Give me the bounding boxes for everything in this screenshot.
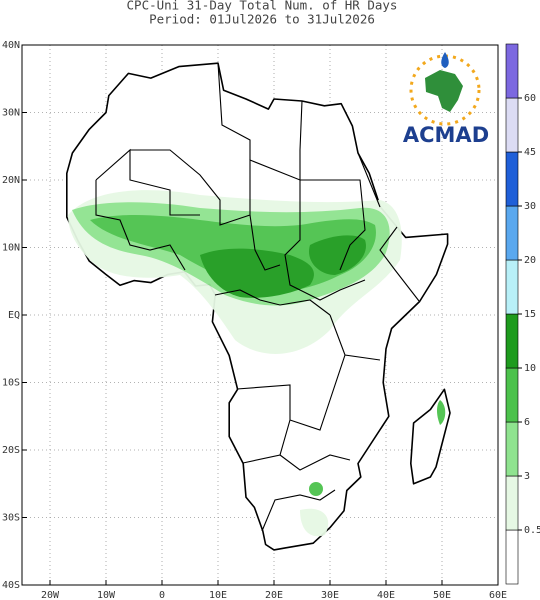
country-borders [95, 62, 420, 532]
x-tick-label: 20W [41, 590, 60, 600]
colorbar-label: 15 [524, 309, 536, 320]
colorbar-label: 20 [524, 255, 536, 266]
colorbar-label: 10 [524, 363, 536, 374]
map-title: CPC-Uni 31-Day Total Num. of HR Days [127, 0, 398, 13]
x-tick-label: 40E [377, 590, 395, 600]
x-tick-label: 50E [433, 590, 451, 600]
colorbar-segment [505, 313, 519, 369]
y-tick-label: 30N [2, 108, 20, 119]
colorbar-label: 0.5 [524, 525, 540, 536]
madagascar [410, 388, 451, 485]
colorbar-label: 3 [524, 471, 530, 482]
y-tick-label: 20N [2, 175, 20, 186]
colorbar-segment [505, 475, 519, 531]
y-tick-label: 30S [2, 513, 20, 524]
x-tick-label: 30E [321, 590, 339, 600]
y-tick-label: 40S [2, 580, 20, 591]
y-tick-label: EQ [8, 310, 20, 321]
y-tick-label: 10S [2, 378, 20, 389]
map-subtitle: Period: 01Jul2026 to 31Jul2026 [149, 12, 375, 27]
colorbar-label: 45 [524, 147, 536, 158]
colorbar: 0.5 3 6 10 15 20 30 45 60 [505, 43, 540, 585]
colorbar-segment [505, 367, 519, 423]
x-tick-label: 0 [159, 590, 165, 600]
x-tick-label: 20E [265, 590, 283, 600]
colorbar-segment [505, 43, 519, 99]
colorbar-segment [505, 97, 519, 153]
x-tick-label: 10E [209, 590, 227, 600]
y-tick-label: 40N [2, 40, 20, 51]
acmad-logo: ACMAD [403, 52, 489, 147]
x-tick-label: 10W [97, 590, 116, 600]
colorbar-segment [505, 151, 519, 207]
colorbar-label: 6 [524, 417, 530, 428]
colorbar-label: 30 [524, 201, 536, 212]
y-tick-label: 20S [2, 445, 20, 456]
colorbar-segment [505, 421, 519, 477]
colorbar-segment [505, 529, 519, 585]
colorbar-segment [505, 259, 519, 315]
x-tick-label: 60E [489, 590, 507, 600]
y-tick-label: 10N [2, 243, 20, 254]
colorbar-label: 60 [524, 93, 536, 104]
colorbar-segment [505, 205, 519, 261]
logo-text: ACMAD [403, 123, 489, 147]
